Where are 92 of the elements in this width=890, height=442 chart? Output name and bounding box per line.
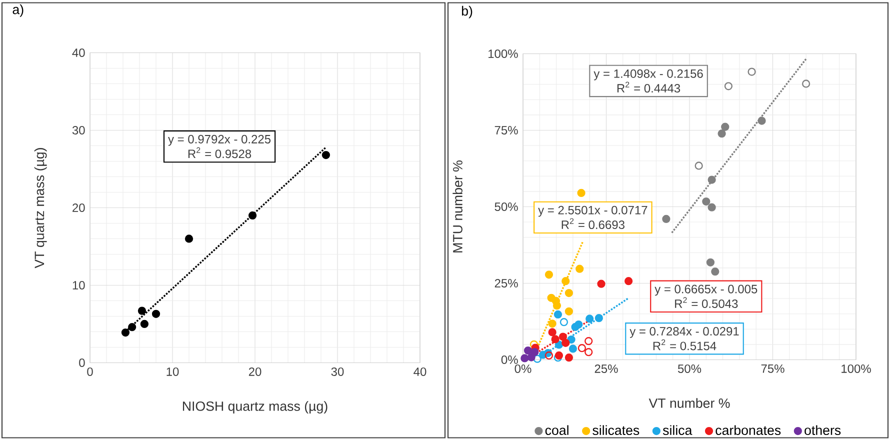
point xyxy=(184,234,194,243)
y-tick-label: 25% xyxy=(494,279,518,288)
point xyxy=(584,348,593,356)
x-tick-label: 30 xyxy=(331,368,344,376)
point xyxy=(548,320,556,328)
point xyxy=(708,176,716,184)
legend-label: coal xyxy=(545,425,568,436)
point xyxy=(544,352,554,360)
annotation: y = 2.5501x - 0.0717 xyxy=(538,206,648,217)
annotation: R$^{2}$ = 0.5043 xyxy=(675,297,738,308)
point xyxy=(560,318,568,326)
y-tick-label: 0% xyxy=(501,356,518,364)
point xyxy=(594,314,603,322)
x-tick-label: 25% xyxy=(594,364,618,374)
x-tick-label: 100% xyxy=(842,364,871,374)
point xyxy=(524,346,532,355)
y-tick-label: 50% xyxy=(494,202,518,212)
annotation: y = 1.4098x - 0.2156 xyxy=(594,70,703,80)
point xyxy=(802,80,810,88)
annotation: y = 0.7284x - 0.0291 xyxy=(630,327,739,338)
x-tick-label: 10 xyxy=(166,368,179,376)
point xyxy=(694,162,703,170)
point xyxy=(558,332,568,341)
point xyxy=(564,307,574,316)
point xyxy=(708,203,716,212)
point xyxy=(571,323,580,332)
point xyxy=(576,264,584,274)
annotation: R$^{2}$ = 0.5154 xyxy=(653,340,716,350)
point xyxy=(702,198,710,206)
point xyxy=(568,344,578,353)
x-axis-title: VT number % xyxy=(648,398,730,408)
chart-title: b) xyxy=(462,6,472,18)
x-tick-label: 20 xyxy=(248,368,262,376)
point xyxy=(533,354,542,364)
point xyxy=(140,320,149,328)
point xyxy=(322,151,330,160)
y-tick-label: 100% xyxy=(488,50,518,58)
y-tick-label: 75% xyxy=(494,126,518,135)
y-tick-label: 30 xyxy=(72,126,85,135)
y-tick-label: 20 xyxy=(72,204,85,212)
y-tick-label: 10 xyxy=(72,281,85,290)
legend-label: silicates xyxy=(592,425,640,436)
y-tick-label: 0 xyxy=(79,358,85,368)
annotation: R$^{2}$ = 0.6693 xyxy=(562,218,624,230)
x-tick-label: 40 xyxy=(414,368,426,376)
point xyxy=(718,130,726,138)
x-tick-label: 0% xyxy=(514,364,532,374)
legend-label: silica xyxy=(662,425,692,436)
point xyxy=(152,310,160,318)
point xyxy=(597,280,606,288)
point xyxy=(248,212,257,220)
point xyxy=(706,258,715,267)
x-tick-label: 50% xyxy=(678,364,702,374)
y-tick-label: 40 xyxy=(72,48,85,58)
x-tick-label: 0 xyxy=(87,368,93,376)
point xyxy=(544,270,554,279)
x-axis-title: NIOSH quartz mass (µg) xyxy=(182,401,328,414)
point xyxy=(138,306,146,316)
legend-label: carbonates xyxy=(716,425,781,436)
point xyxy=(564,289,574,298)
point xyxy=(662,215,670,224)
point xyxy=(567,336,576,344)
point xyxy=(721,122,730,132)
point xyxy=(758,116,766,125)
point xyxy=(624,277,633,286)
point xyxy=(128,323,136,332)
point xyxy=(724,82,733,90)
point xyxy=(577,189,586,198)
point xyxy=(748,68,756,76)
legend-label: others xyxy=(804,425,841,436)
point xyxy=(551,335,560,344)
y-axis-title: VT quartz mass (µg) xyxy=(34,148,47,268)
y-axis-title: MTU number % xyxy=(452,160,462,252)
point xyxy=(711,268,720,276)
point xyxy=(584,337,593,346)
point xyxy=(562,277,570,286)
point xyxy=(548,328,556,336)
point xyxy=(578,344,586,352)
point xyxy=(586,314,594,323)
annotation: y = 0.6665x - 0.005 xyxy=(654,284,758,296)
chart-title: a) xyxy=(12,4,24,17)
point xyxy=(554,310,562,319)
annotation: y = 0.9792x - 0.225 xyxy=(168,135,271,146)
point xyxy=(121,328,130,337)
annotation: R$^{2}$ = 0.9528 xyxy=(188,147,252,158)
point xyxy=(527,353,536,362)
point xyxy=(552,302,562,310)
x-tick-label: 75% xyxy=(761,364,784,374)
point xyxy=(520,354,529,362)
annotation: R$^{2}$ = 0.4443 xyxy=(617,82,680,93)
point xyxy=(564,354,574,362)
point xyxy=(562,338,570,348)
